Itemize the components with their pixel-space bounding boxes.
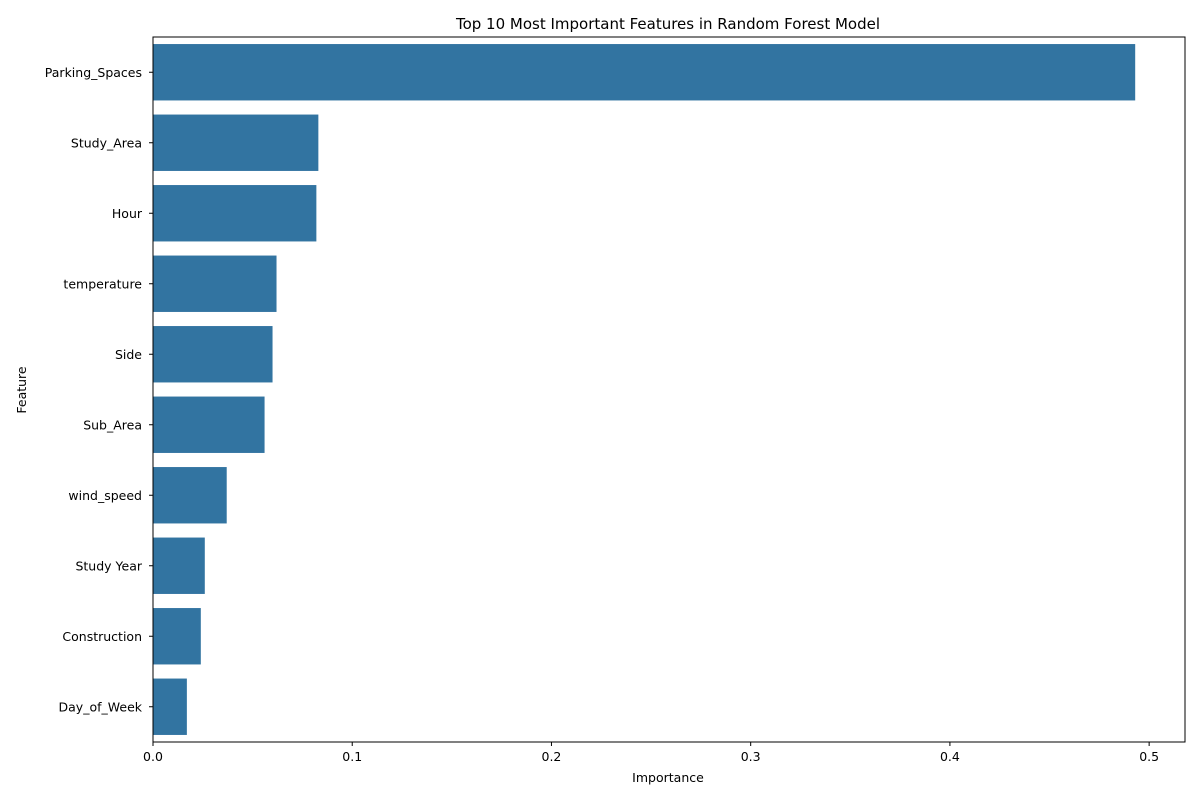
y-tick-label: Hour (112, 206, 143, 221)
bar (153, 467, 227, 524)
y-tick-label: Study_Area (71, 135, 142, 150)
bar (153, 396, 265, 453)
x-tick-label: 0.5 (1139, 749, 1159, 764)
x-tick-label: 0.4 (940, 749, 960, 764)
bar (153, 255, 277, 312)
x-tick-label: 0.3 (741, 749, 761, 764)
x-tick-label: 0.2 (542, 749, 562, 764)
y-axis-ticks: Parking_Spaces Study_Area Hour temperature S… (45, 65, 153, 714)
x-axis-label: Importance (632, 770, 704, 785)
y-tick-label: Day_of_Week (59, 699, 143, 714)
bar (153, 678, 187, 735)
chart-title: Top 10 Most Important Features in Random… (455, 15, 880, 33)
bar (153, 608, 201, 665)
bar (153, 326, 273, 383)
plot-frame (152, 36, 1186, 743)
y-tick-label: Sub_Area (83, 417, 142, 432)
bar (153, 537, 205, 594)
y-tick-label: Side (115, 347, 142, 362)
y-tick-label: wind_speed (68, 488, 142, 503)
y-tick-label: Parking_Spaces (45, 65, 142, 80)
x-axis-ticks: 0.0 0.1 0.2 0.3 0.4 0.5 (143, 742, 1159, 764)
y-tick-label: Construction (62, 629, 142, 644)
y-tick-label: temperature (63, 276, 142, 291)
bar (153, 44, 1136, 101)
bar (153, 114, 319, 171)
bar (153, 185, 317, 242)
x-tick-label: 0.1 (342, 749, 362, 764)
y-axis-label: Feature (14, 366, 29, 414)
y-tick-label: Study Year (75, 558, 142, 573)
bars-group (153, 44, 1136, 735)
x-tick-label: 0.0 (143, 749, 163, 764)
